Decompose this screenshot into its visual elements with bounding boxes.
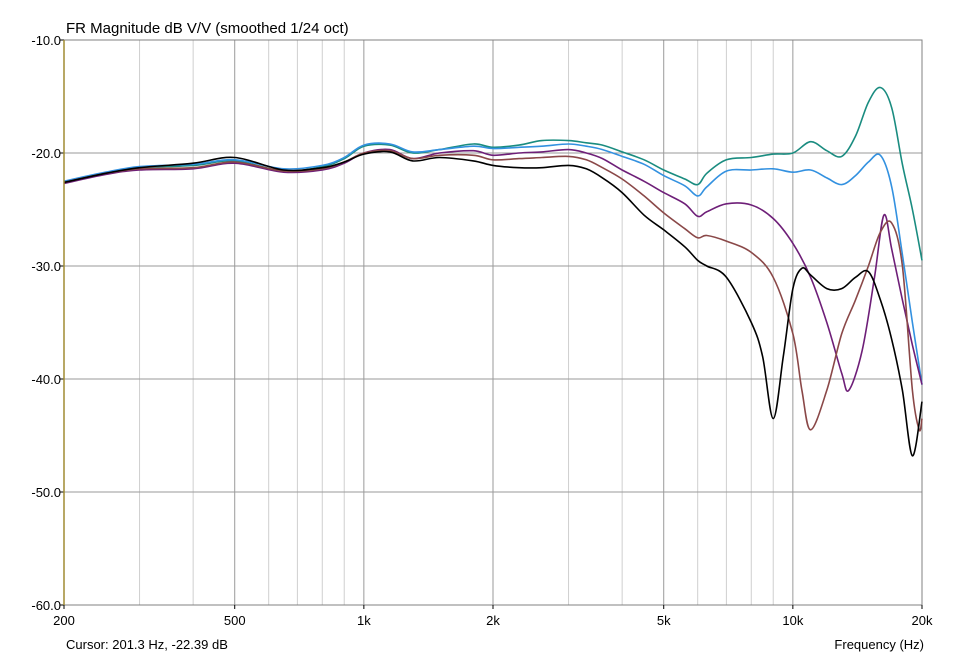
series-line-1[interactable] xyxy=(63,86,923,261)
y-axis-ticks: -10.0 -20.0 -30.0 -40.0 -50.0 -60.0 xyxy=(31,33,64,613)
chart-title: FR Magnitude dB V/V (smoothed 1/24 oct) xyxy=(66,20,349,37)
x-tick-label: 10k xyxy=(782,613,803,628)
series-line-2[interactable] xyxy=(63,142,923,385)
y-tick-label: -40.0 xyxy=(31,372,61,387)
x-axis-ticks: 200 500 1k 2k 5k 10k 20k xyxy=(53,605,933,628)
x-tick-label: 5k xyxy=(657,613,671,628)
x-tick-label: 2k xyxy=(486,613,500,628)
series-line-3[interactable] xyxy=(63,148,923,392)
x-tick-label: 20k xyxy=(912,613,933,628)
cursor-readout: Cursor: 201.3 Hz, -22.39 dB xyxy=(66,637,228,652)
series-line-5[interactable] xyxy=(63,150,923,457)
x-axis-label: Frequency (Hz) xyxy=(834,637,924,652)
y-tick-label: -10.0 xyxy=(31,33,61,48)
y-tick-label: -60.0 xyxy=(31,598,61,613)
minor-grid xyxy=(139,40,774,605)
x-tick-label: 200 xyxy=(53,613,75,628)
x-tick-label: 500 xyxy=(224,613,246,628)
y-tick-label: -50.0 xyxy=(31,485,61,500)
y-tick-label: -30.0 xyxy=(31,259,61,274)
x-tick-label: 1k xyxy=(357,613,371,628)
y-tick-label: -20.0 xyxy=(31,146,61,161)
major-grid xyxy=(64,40,922,605)
series-layer[interactable] xyxy=(63,86,923,457)
